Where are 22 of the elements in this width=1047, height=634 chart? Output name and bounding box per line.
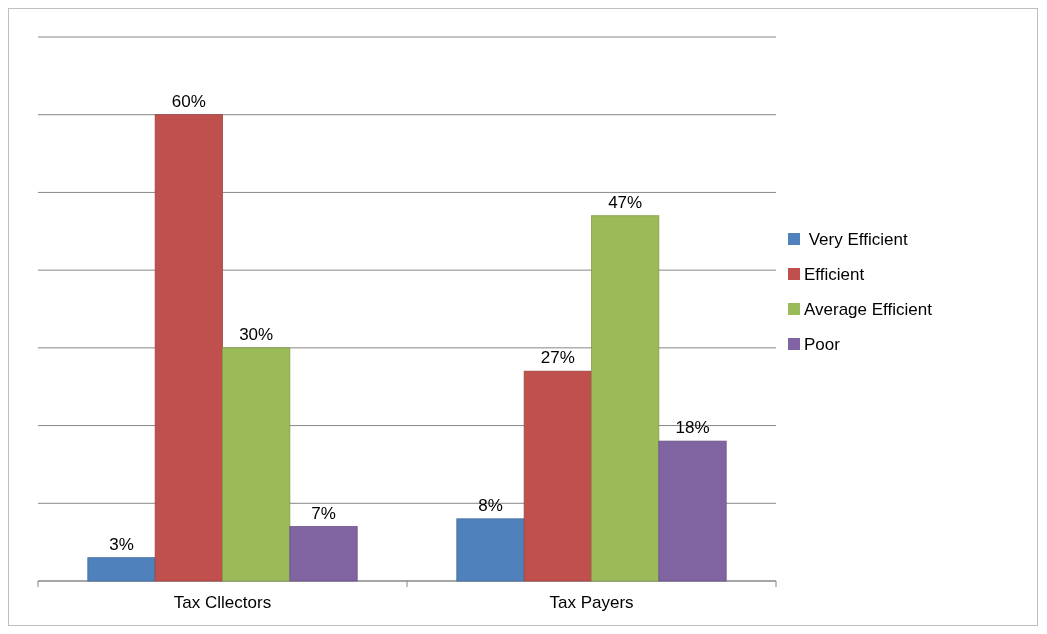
data-label: 18% [675, 418, 710, 438]
bar [591, 215, 660, 582]
x-tick-label: Tax Payers [549, 593, 634, 612]
bar [87, 557, 156, 582]
bar [154, 114, 223, 582]
data-label: 7% [311, 503, 336, 523]
data-label: 30% [239, 324, 274, 344]
data-label: 60% [171, 91, 206, 111]
legend-label: Efficient [804, 264, 865, 284]
data-label: 27% [540, 348, 575, 368]
bar [222, 347, 291, 582]
legend-label: Poor [804, 334, 841, 354]
legend-label: Very Efficient [804, 229, 908, 249]
legend-label: Average Efficient [804, 299, 933, 319]
x-tick-label: Tax Cllectors [173, 593, 272, 612]
data-label: 47% [608, 192, 643, 212]
bar [456, 518, 525, 582]
data-label: 8% [478, 495, 503, 515]
bar [658, 440, 727, 582]
bar [523, 370, 592, 582]
data-label: 3% [109, 534, 134, 554]
bar [289, 526, 358, 582]
